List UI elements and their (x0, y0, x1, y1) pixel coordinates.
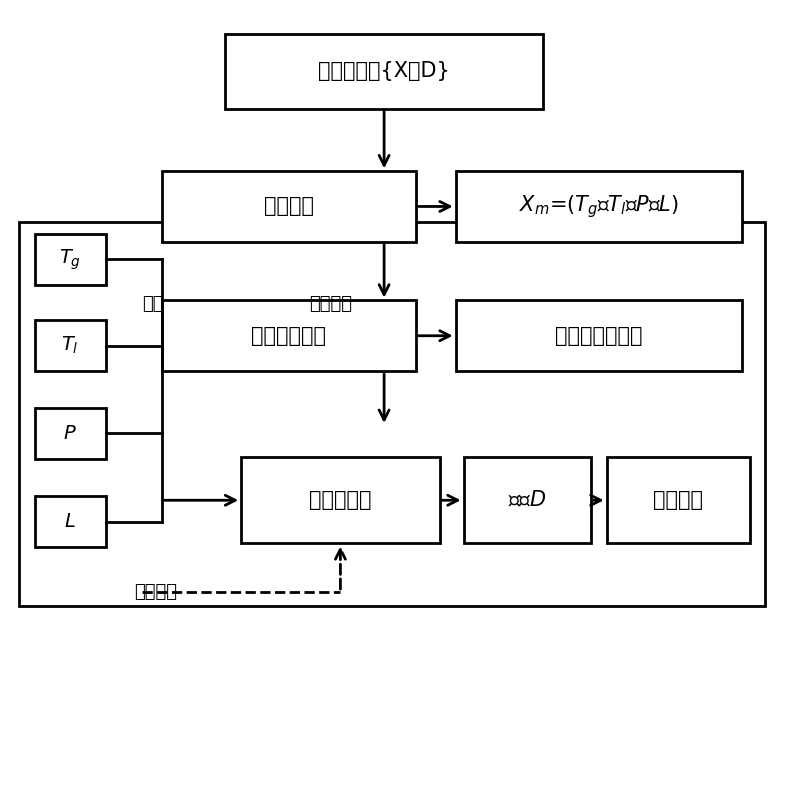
FancyBboxPatch shape (606, 457, 750, 544)
Text: 历史数据选择: 历史数据选择 (251, 326, 326, 346)
Text: $L$: $L$ (65, 512, 76, 531)
FancyBboxPatch shape (34, 320, 106, 371)
Text: 指导生产: 指导生产 (653, 490, 703, 510)
FancyBboxPatch shape (456, 171, 742, 241)
FancyBboxPatch shape (456, 301, 742, 371)
FancyBboxPatch shape (162, 301, 416, 371)
Text: $T_g$: $T_g$ (59, 247, 82, 271)
Text: 实时测定: 实时测定 (309, 295, 352, 313)
FancyBboxPatch shape (241, 457, 440, 544)
FancyBboxPatch shape (34, 496, 106, 548)
FancyBboxPatch shape (34, 408, 106, 458)
Text: $T_l$: $T_l$ (62, 335, 79, 356)
Text: 软测量模型: 软测量模型 (309, 490, 372, 510)
FancyBboxPatch shape (18, 222, 766, 606)
Text: 实时采集: 实时采集 (134, 583, 177, 601)
Text: $P$: $P$ (63, 424, 77, 443)
Text: 历史数据集{X，D}: 历史数据集{X，D} (318, 62, 450, 81)
FancyBboxPatch shape (162, 171, 416, 241)
Text: 变量筛选: 变量筛选 (264, 196, 314, 216)
Text: 训练集、预测集: 训练集、预测集 (555, 326, 642, 346)
Text: 密度$D$: 密度$D$ (508, 490, 546, 510)
FancyBboxPatch shape (226, 34, 543, 109)
FancyBboxPatch shape (34, 234, 106, 285)
FancyBboxPatch shape (463, 457, 590, 544)
Text: 建模: 建模 (142, 295, 163, 313)
Text: $X_m$=($T_g$，$T_l$，$P$，$L$): $X_m$=($T_g$，$T_l$，$P$，$L$) (519, 193, 678, 220)
